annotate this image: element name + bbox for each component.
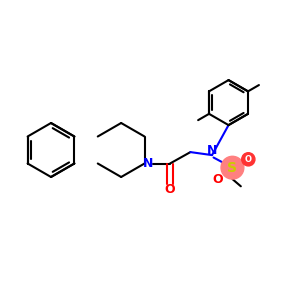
Text: O: O (245, 155, 252, 164)
Text: N: N (207, 144, 217, 157)
Text: S: S (227, 161, 237, 175)
Text: O: O (165, 183, 175, 196)
Circle shape (221, 156, 244, 179)
Text: N: N (143, 157, 153, 170)
Text: O: O (212, 172, 223, 186)
Circle shape (242, 153, 255, 166)
